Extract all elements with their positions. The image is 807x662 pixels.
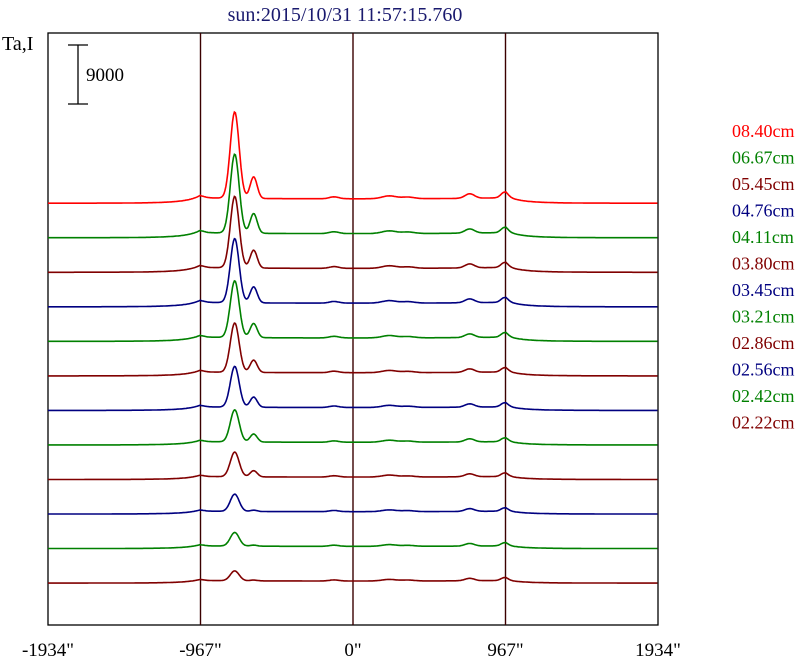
legend-entry: 05.45cm — [732, 174, 795, 194]
series-line-02.42cm — [48, 531, 658, 550]
x-tick-labels: -1934" -967" 0" 967" 1934" — [22, 640, 681, 661]
legend-entry: 08.40cm — [732, 121, 795, 141]
scale-bar: 9000 — [68, 44, 124, 105]
legend: 08.40cm 06.67cm 05.45cm 04.76cm 04.11cm 03.80… — [732, 121, 795, 433]
series-line-03.80cm — [48, 322, 658, 377]
series-line-02.22cm — [48, 570, 658, 584]
x-tick-label: -1934" — [22, 640, 74, 661]
legend-entry: 02.22cm — [732, 413, 795, 433]
legend-entry: 03.45cm — [732, 280, 795, 300]
legend-entry: 02.56cm — [732, 360, 795, 380]
legend-entry: 04.76cm — [732, 201, 795, 221]
x-tick-label: 0" — [344, 640, 361, 661]
legend-entry: 06.67cm — [732, 148, 795, 168]
series-line-06.67cm — [48, 153, 658, 239]
series-line-08.40cm — [48, 110, 658, 204]
series-line-05.45cm — [48, 195, 658, 274]
x-tick-label: 1934" — [635, 640, 681, 661]
y-axis-label: Ta,I — [2, 33, 33, 55]
legend-entry: 03.21cm — [732, 307, 795, 327]
x-tick-label: 967" — [487, 640, 523, 661]
legend-entry: 02.42cm — [732, 386, 795, 406]
legend-entry: 04.11cm — [732, 227, 794, 247]
scale-bar-label: 9000 — [86, 65, 124, 86]
legend-entry: 03.80cm — [732, 254, 795, 274]
series-line-02.56cm — [48, 493, 658, 515]
chart-title: sun:2015/10/31 11:57:15.760 — [228, 4, 463, 26]
x-tick-label: -967" — [179, 640, 222, 661]
vertical-lines — [199, 33, 507, 625]
series-line-03.21cm — [48, 408, 658, 446]
series-line-04.76cm — [48, 237, 658, 308]
series-line-04.11cm — [48, 279, 658, 343]
series-lines — [48, 110, 658, 584]
series-line-03.45cm — [48, 365, 658, 412]
series-line-02.86cm — [48, 451, 658, 481]
legend-entry: 02.86cm — [732, 333, 795, 353]
